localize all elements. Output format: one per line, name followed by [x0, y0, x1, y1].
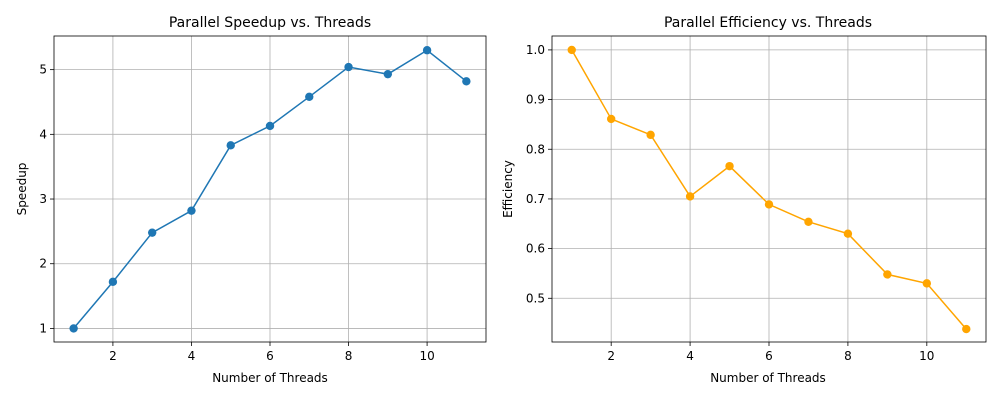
speedup-x-tick-label: 4 [188, 349, 196, 363]
efficiency-data-point [883, 270, 892, 279]
speedup-data-point [265, 121, 275, 131]
speedup-data-point [422, 46, 432, 55]
efficiency-x-tick-label: 10 [919, 349, 934, 363]
speedup-data-point [344, 62, 353, 72]
efficiency-chart-ylabel: Efficiency [501, 160, 515, 218]
speedup-y-tick-label: 1 [39, 321, 47, 335]
efficiency-data-point [567, 45, 576, 55]
efficiency-data-point [804, 217, 813, 226]
efficiency-data-point [764, 200, 774, 209]
efficiency-data-point [725, 161, 734, 171]
efficiency-y-tick-label: 0.9 [526, 93, 545, 107]
speedup-data-point [305, 92, 314, 102]
speedup-data-point [147, 228, 157, 237]
speedup-data-point [108, 277, 118, 287]
speedup-y-tick-label: 5 [39, 63, 47, 77]
speedup-y-tick-label: 2 [39, 257, 47, 271]
efficiency-chart-title: Parallel Efficiency vs. Threads [664, 15, 872, 31]
efficiency-data-point [606, 114, 616, 124]
efficiency-chart-xlabel: Number of Threads [710, 371, 826, 385]
speedup-x-tick-label: 6 [266, 349, 274, 363]
efficiency-data-point [646, 130, 655, 140]
speedup-data-point [69, 324, 78, 333]
efficiency-y-tick-label: 0.7 [526, 192, 545, 206]
efficiency-chart: Parallel Efficiency vs. Threads Number o… [501, 15, 987, 385]
speedup-data-point [187, 206, 196, 215]
speedup-chart-xlabel: Number of Threads [212, 371, 328, 385]
efficiency-data-point [962, 324, 971, 334]
efficiency-data-point [685, 192, 695, 201]
efficiency-axes-frame [551, 35, 987, 343]
speedup-data-point [226, 141, 235, 150]
efficiency-y-tick-label: 0.5 [526, 291, 545, 305]
efficiency-x-tick-label: 4 [686, 349, 694, 363]
efficiency-y-tick-label: 1.0 [526, 43, 545, 57]
speedup-axes-frame [53, 35, 487, 343]
efficiency-y-tick-label: 0.8 [526, 142, 545, 156]
speedup-y-tick-label: 4 [39, 127, 47, 141]
speedup-x-tick-label: 8 [345, 349, 353, 363]
efficiency-data-point [843, 229, 853, 238]
speedup-x-tick-label: 2 [109, 349, 117, 363]
speedup-y-tick-label: 3 [39, 192, 47, 206]
speedup-chart: Parallel Speedup vs. Threads Number of T… [15, 15, 487, 385]
speedup-data-point [462, 77, 471, 86]
speedup-chart-title: Parallel Speedup vs. Threads [169, 15, 371, 31]
efficiency-data-point [922, 279, 932, 288]
efficiency-x-tick-label: 2 [607, 349, 615, 363]
efficiency-x-tick-label: 8 [844, 349, 852, 363]
speedup-x-tick-label: 10 [419, 349, 434, 363]
speedup-grid [54, 36, 486, 342]
efficiency-x-tick-label: 6 [765, 349, 773, 363]
efficiency-grid [552, 36, 986, 342]
speedup-chart-ylabel: Speedup [15, 163, 29, 216]
efficiency-y-tick-label: 0.6 [526, 242, 545, 256]
speedup-data-point [383, 69, 393, 79]
